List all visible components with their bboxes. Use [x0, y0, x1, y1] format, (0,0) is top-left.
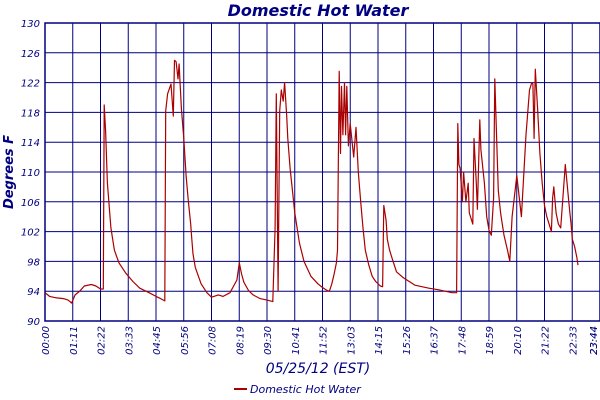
y-tick-label: 102 [21, 228, 40, 239]
x-axis-title: 05/25/12 (EST) [266, 361, 371, 377]
plot-frame [44, 22, 600, 322]
y-tick-label: 114 [21, 138, 40, 149]
x-tick-label: 18:59 [485, 326, 496, 355]
x-tick-label: 17:48 [457, 326, 468, 355]
x-tick-label: 22:33 [568, 326, 579, 355]
x-tick-label: 21:22 [541, 326, 552, 355]
legend: Domestic Hot Water [234, 383, 362, 396]
y-tick-label: 122 [21, 79, 40, 90]
y-tick-label: 106 [21, 198, 40, 209]
x-tick-label: 03:33 [124, 326, 135, 355]
x-tick-label: 05:56 [180, 326, 191, 355]
x-tick-label: 02:22 [97, 326, 108, 355]
x-tick-label: 23:44 [589, 326, 600, 355]
x-tick-label: 04:45 [152, 326, 163, 355]
x-tick-label: 16:37 [430, 325, 441, 354]
x-tick-label: 10:41 [291, 326, 302, 355]
series-line-domestic-hot-water [44, 59, 579, 304]
y-tick-label: 90 [27, 317, 40, 328]
x-tick-label: 14:15 [374, 326, 385, 355]
y-tick-label: 118 [21, 108, 40, 119]
y-tick-label: 110 [21, 168, 40, 179]
x-tick-label: 15:26 [402, 326, 413, 355]
y-tick-label: 98 [27, 257, 40, 268]
chart-title: Domestic Hot Water [228, 1, 410, 20]
legend-label: Domestic Hot Water [250, 383, 362, 396]
x-tick-label: 13:03 [346, 326, 357, 355]
y-tick-label: 94 [27, 287, 40, 298]
series-layer [44, 59, 579, 304]
x-tick-label: 00:00 [41, 326, 52, 355]
x-tick-label: 11:52 [319, 326, 330, 355]
x-tick-label: 08:19 [235, 326, 246, 355]
x-tick-label: 07:08 [208, 326, 219, 355]
x-tick-labels: 00:00 01:11 02:22 03:33 04:45 05:56 07:08 08:19… [41, 325, 600, 354]
y-axis-title: Degrees F [2, 135, 17, 209]
x-tick-label: 20:10 [513, 326, 524, 355]
x-tick-label: 01:11 [69, 326, 80, 355]
x-tick-label: 09:30 [263, 326, 274, 355]
y-tick-label: 130 [21, 19, 40, 30]
x-tick-label: 23:44 [589, 326, 600, 355]
y-tick-labels: 90 94 98 102 106 110 114 118 122 126 130 [21, 19, 40, 328]
y-tick-label: 126 [21, 49, 40, 60]
